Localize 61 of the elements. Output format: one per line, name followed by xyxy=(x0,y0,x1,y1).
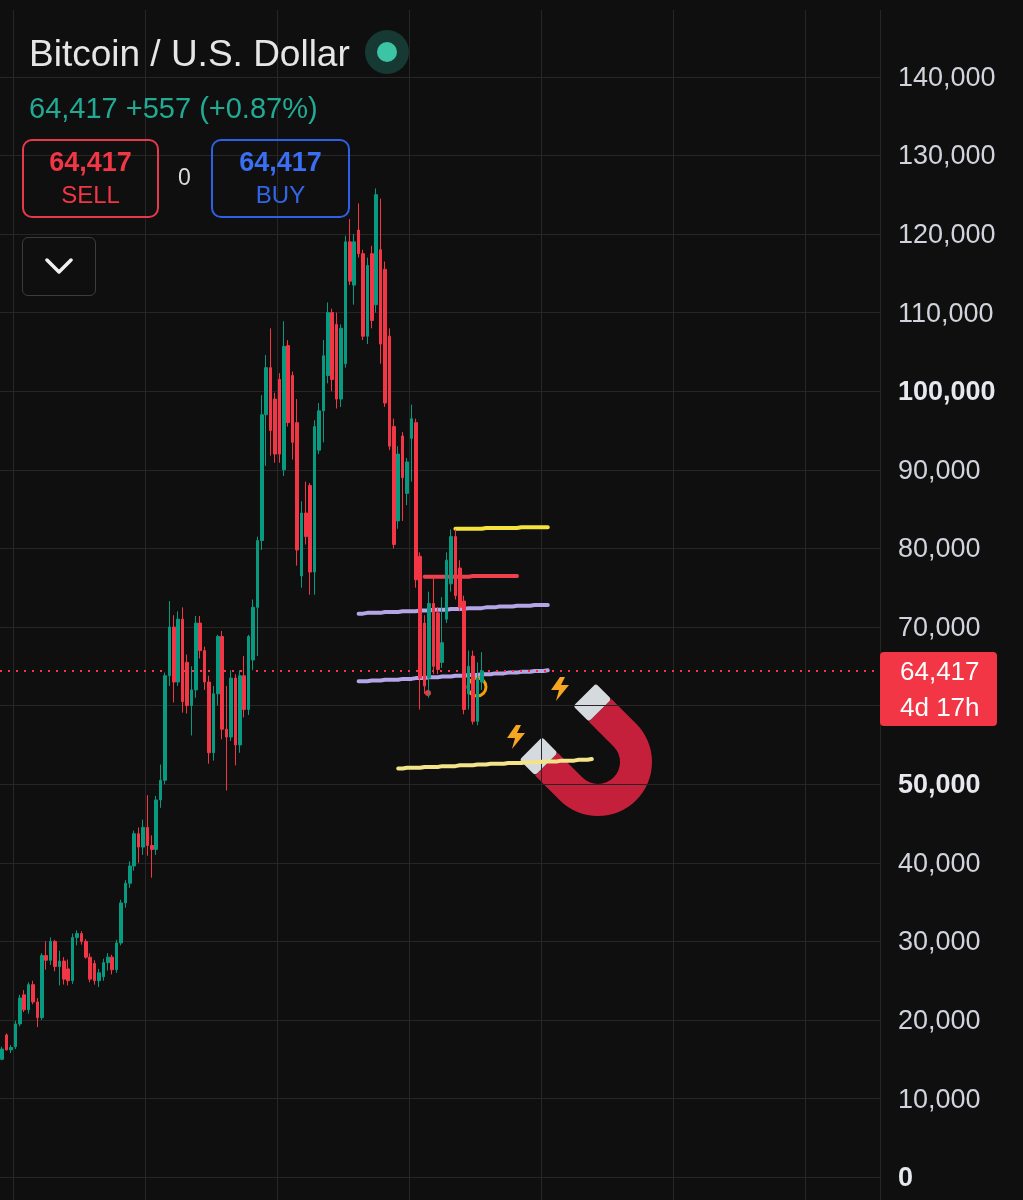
candlestick xyxy=(370,245,374,329)
y-tick-label: 50,000 xyxy=(898,769,981,800)
candlestick xyxy=(238,669,242,754)
candlestick xyxy=(176,610,180,687)
candlestick xyxy=(471,650,475,725)
text: 64,417 +557 (+0.87%) xyxy=(29,92,318,124)
sell-button: 64,417 SELL xyxy=(22,139,159,218)
annotation: 0 xyxy=(178,164,191,190)
candlestick xyxy=(282,320,286,477)
y-tick-label: 20,000 xyxy=(898,1005,981,1036)
candlestick xyxy=(374,187,378,314)
y-tick-label: 130,000 xyxy=(898,140,996,171)
candlestick xyxy=(348,218,352,286)
candlestick xyxy=(110,954,114,975)
line-series xyxy=(396,757,594,771)
candlestick xyxy=(300,500,303,589)
candlestick xyxy=(172,614,176,703)
candlestick xyxy=(440,596,444,669)
candlestick xyxy=(137,826,140,864)
y-tick-label: 70,000 xyxy=(898,612,981,643)
candlestick xyxy=(53,939,57,972)
candlestick xyxy=(44,940,48,971)
annotation: 64,417 xyxy=(239,147,322,177)
candlestick xyxy=(401,431,404,522)
candlestick xyxy=(5,1032,8,1052)
text: Bitcoin / U.S. Dollar xyxy=(29,32,350,74)
y-tick-label: 30,000 xyxy=(898,926,981,957)
candlestick xyxy=(141,819,145,856)
candlestick xyxy=(366,257,369,345)
candlestick xyxy=(234,673,237,766)
y-tick-label: 10,000 xyxy=(898,1083,981,1114)
candlestick xyxy=(352,233,356,306)
candlestick xyxy=(396,445,400,530)
candlestick xyxy=(0,1046,4,1061)
candlestick xyxy=(467,650,470,711)
y-tick-label: 90,000 xyxy=(898,454,981,485)
candlestick xyxy=(40,952,44,1021)
buy-button: 64,417 BUY xyxy=(211,139,350,218)
y-tick-label: 120,000 xyxy=(898,219,996,250)
candlestick xyxy=(62,956,66,986)
candlestick xyxy=(27,981,30,1015)
candlestick xyxy=(405,457,409,506)
y-tick-label: 0 xyxy=(898,1162,914,1193)
y-tick-label: 80,000 xyxy=(898,533,981,564)
candlestick xyxy=(410,404,413,483)
candlestick xyxy=(9,1044,13,1054)
annotation: SELL xyxy=(61,181,120,208)
y-tick-label: 40,000 xyxy=(898,847,981,878)
annotation: BUY xyxy=(255,181,306,208)
y-tick-label: 110,000 xyxy=(898,297,994,328)
candlestick xyxy=(66,958,70,986)
candlestick xyxy=(49,936,52,966)
annotation: 64,417 xyxy=(49,147,132,177)
y-tick-label: 140,000 xyxy=(898,61,996,92)
text: 4d 17h xyxy=(900,692,980,722)
candlestick xyxy=(58,950,61,986)
candlestick xyxy=(308,482,312,596)
candlestick xyxy=(22,989,26,1013)
candlestick xyxy=(229,669,233,742)
ref-line-label: 64,417 xyxy=(900,655,980,686)
y-tick-label: 100,000 xyxy=(898,376,996,407)
